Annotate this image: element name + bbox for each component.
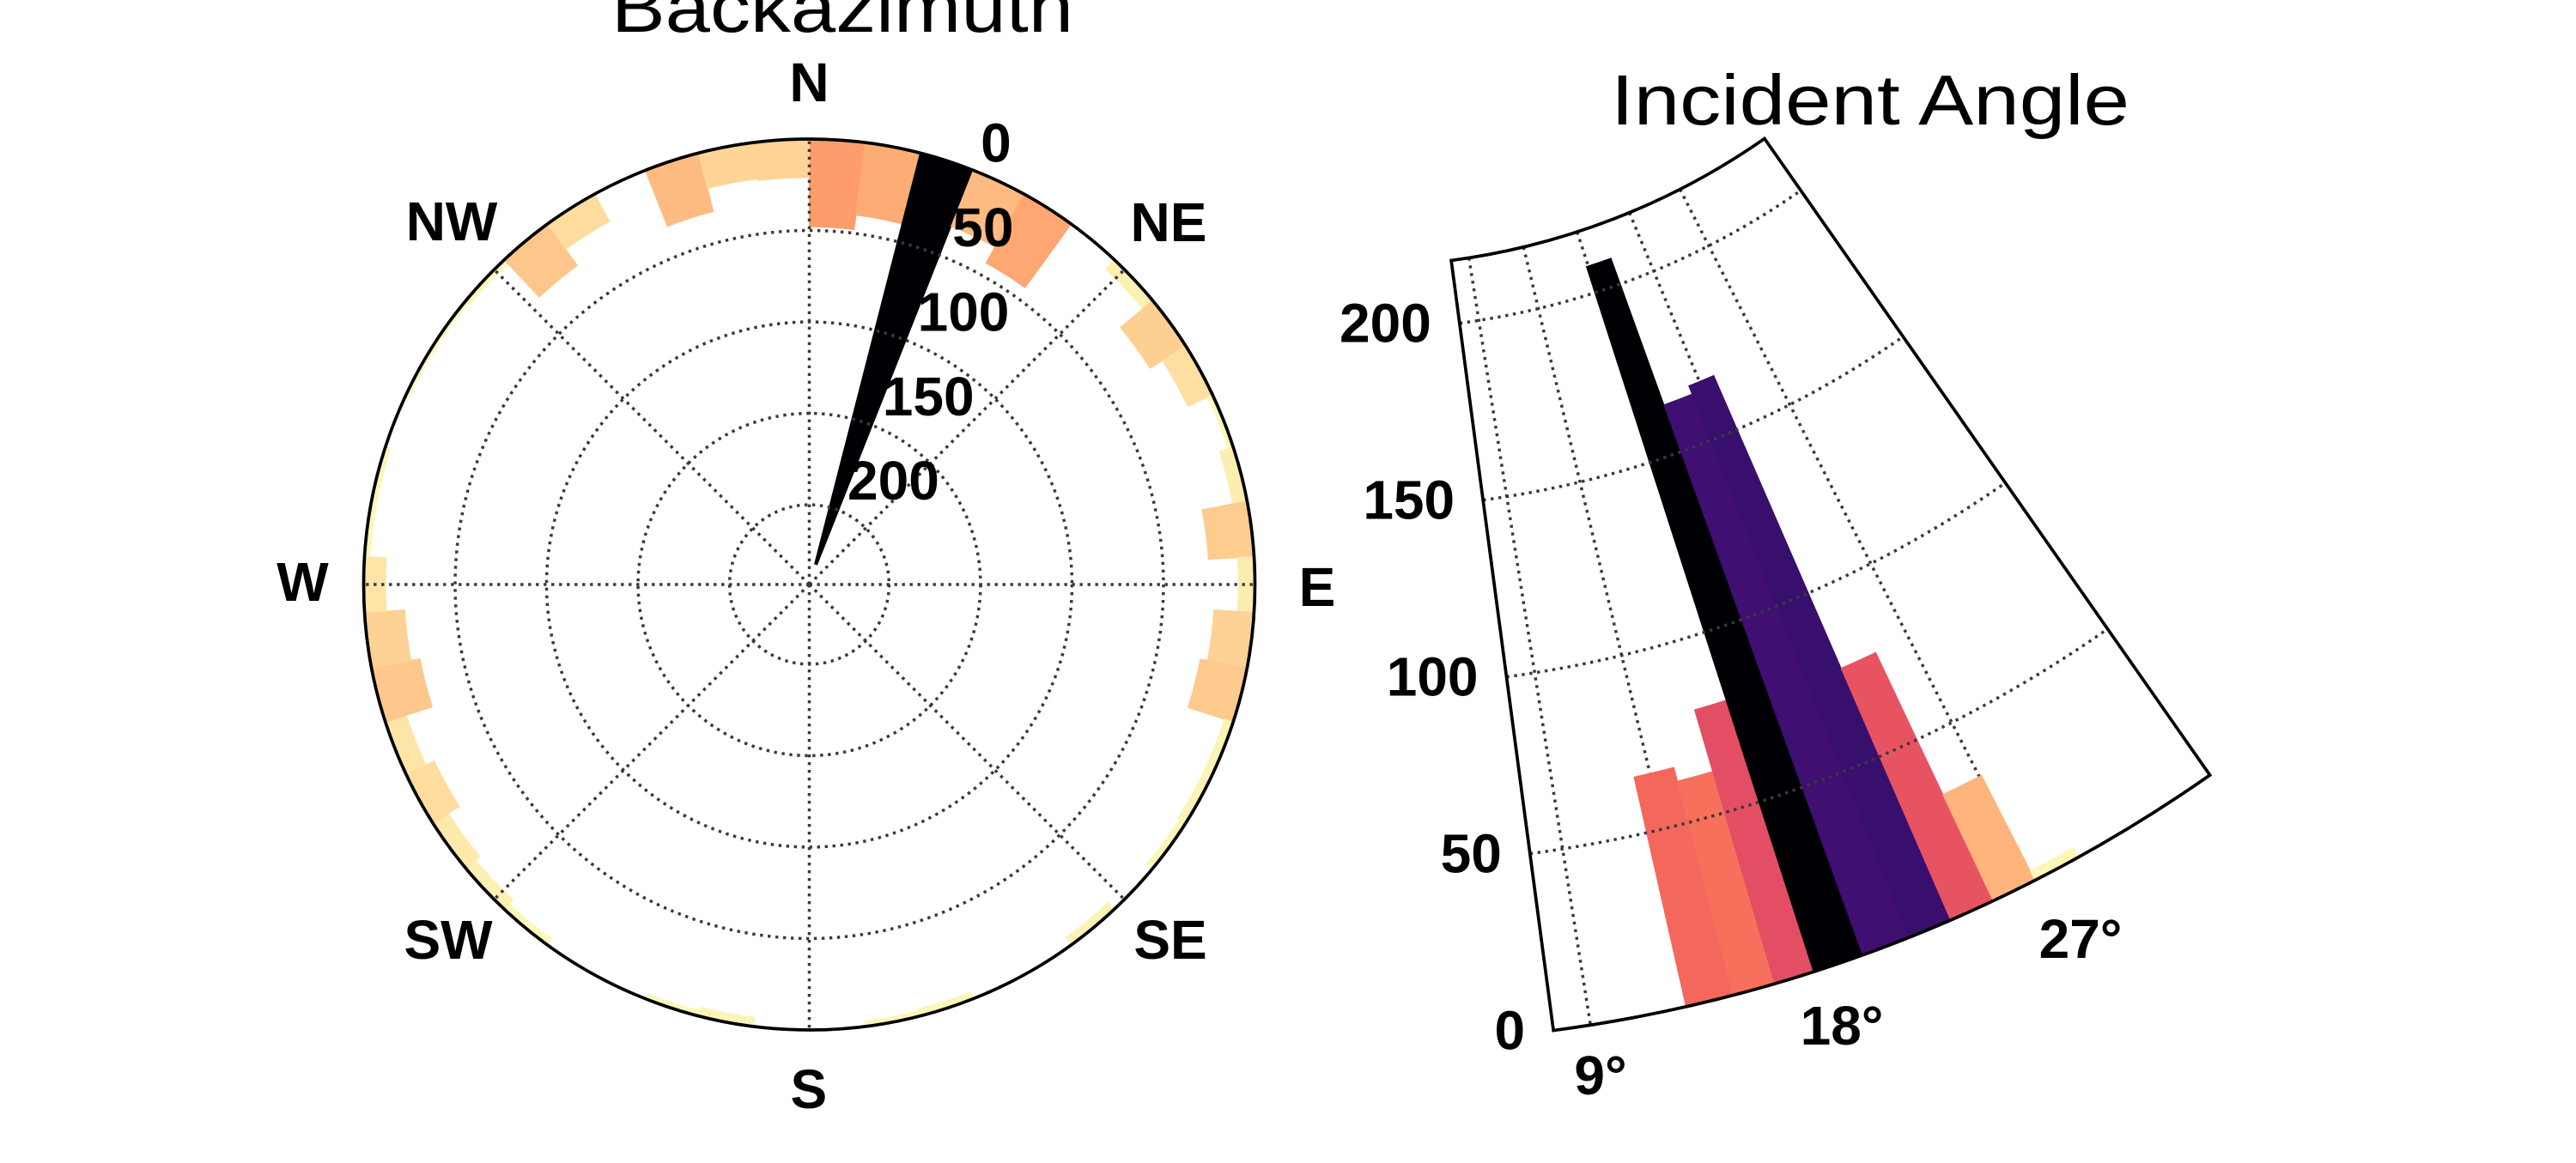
svg-text:100: 100 <box>918 281 1010 342</box>
svg-text:100: 100 <box>1387 646 1479 708</box>
svg-text:NW: NW <box>406 191 498 252</box>
svg-text:27°: 27° <box>2039 908 2123 970</box>
svg-text:200: 200 <box>848 450 939 512</box>
svg-text:150: 150 <box>1363 469 1455 531</box>
svg-text:Incident Angle: Incident Angle <box>1611 60 2129 140</box>
svg-text:S: S <box>791 1058 828 1120</box>
svg-text:0: 0 <box>1495 1000 1526 1062</box>
svg-text:E: E <box>1299 556 1336 618</box>
svg-text:NE: NE <box>1131 191 1207 253</box>
svg-text:18°: 18° <box>1801 995 1884 1057</box>
svg-text:SW: SW <box>404 909 493 971</box>
svg-text:150: 150 <box>883 366 975 427</box>
svg-text:N: N <box>789 51 829 113</box>
svg-text:200: 200 <box>1340 293 1431 354</box>
svg-text:SE: SE <box>1133 909 1206 971</box>
svg-text:Backazimuth: Backazimuth <box>611 0 1073 47</box>
svg-text:9°: 9° <box>1574 1045 1626 1106</box>
svg-text:50: 50 <box>1441 823 1502 885</box>
svg-text:W: W <box>276 551 329 613</box>
svg-text:50: 50 <box>952 197 1013 258</box>
svg-text:0: 0 <box>981 112 1012 174</box>
